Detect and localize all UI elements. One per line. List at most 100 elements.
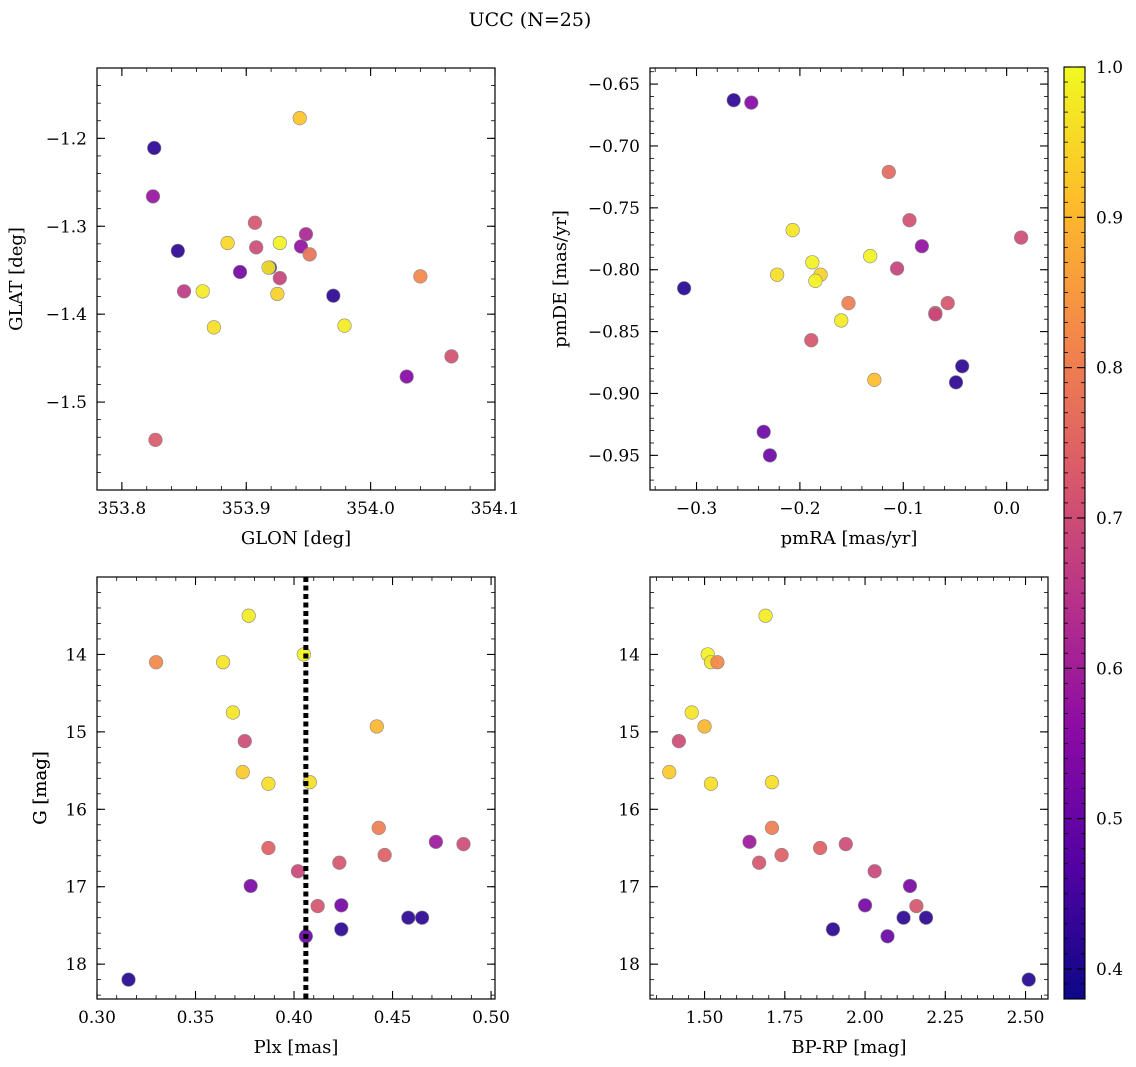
x-tick-label: −0.3 xyxy=(676,499,717,519)
data-point xyxy=(726,93,741,108)
data-point xyxy=(863,249,878,264)
data-point xyxy=(399,369,414,384)
y-tick-label: −0.65 xyxy=(588,75,640,95)
data-point xyxy=(756,424,771,439)
data-point xyxy=(215,655,231,670)
data-point xyxy=(272,235,287,251)
data-point xyxy=(867,864,882,879)
y-tick-label: −0.80 xyxy=(588,261,640,281)
data-point xyxy=(808,273,823,288)
data-point xyxy=(774,847,789,863)
data-point xyxy=(902,878,918,894)
data-point xyxy=(121,972,136,987)
data-point xyxy=(176,284,192,299)
y-tick-label: −1.5 xyxy=(46,393,87,413)
data-point xyxy=(456,837,471,852)
data-point xyxy=(804,333,819,348)
data-point xyxy=(235,765,250,780)
data-point xyxy=(310,898,325,914)
data-point xyxy=(334,922,349,937)
data-point xyxy=(247,215,263,230)
y-axis-label: G [mag] xyxy=(30,751,51,824)
data-point xyxy=(896,910,911,925)
data-point xyxy=(298,227,314,242)
data-point xyxy=(928,307,943,322)
data-point xyxy=(742,834,757,849)
data-point xyxy=(270,286,285,302)
x-tick-label: 0.35 xyxy=(177,1008,215,1028)
colorbar: 0.4 0.5 0.6 0.7 0.8 0.9 1.0 xyxy=(1063,58,1123,1000)
plot-frame xyxy=(649,67,1049,491)
data-point xyxy=(889,261,905,276)
x-tick-label: 0.45 xyxy=(374,1008,412,1028)
x-tick-label: 1.50 xyxy=(686,1008,724,1028)
plot-frame xyxy=(96,67,496,491)
y-tick-label: −1.3 xyxy=(46,217,87,237)
y-tick-label: 14 xyxy=(65,645,87,665)
data-point xyxy=(237,734,252,749)
y-axis-label: GLAT [deg] xyxy=(6,227,27,331)
data-point xyxy=(684,705,699,720)
x-tick-label: 0.50 xyxy=(472,1008,510,1028)
data-point xyxy=(770,267,785,282)
data-point xyxy=(232,264,248,280)
x-axis-label: pmRA [mas/yr] xyxy=(781,528,918,549)
data-point xyxy=(758,608,773,623)
y-tick-label: 18 xyxy=(65,955,87,975)
data-point xyxy=(762,448,778,463)
data-point xyxy=(428,834,443,849)
data-point xyxy=(813,840,828,856)
data-point xyxy=(955,359,970,374)
data-point xyxy=(677,281,692,296)
x-axis-label: Plx [mas] xyxy=(254,1037,339,1058)
x-tick-label: 0.40 xyxy=(275,1008,313,1028)
data-point xyxy=(147,140,162,156)
y-tick-label: 16 xyxy=(65,800,87,820)
data-point xyxy=(838,837,853,852)
y-tick-label: −0.85 xyxy=(588,323,640,343)
data-point xyxy=(241,608,256,623)
data-point xyxy=(841,296,856,311)
y-tick-label: 18 xyxy=(618,955,640,975)
data-point xyxy=(697,719,712,734)
y-tick-label: 17 xyxy=(618,878,640,898)
panel-top-right: −0.3 −0.2 −0.1 0.0 −0.65 −0.70 −0.75 −0.80 −0.85… xyxy=(550,67,1049,549)
data-point xyxy=(940,296,955,311)
data-point xyxy=(334,898,349,913)
data-point xyxy=(292,111,307,126)
x-tick-label: 0.0 xyxy=(993,499,1020,519)
x-tick-label: −0.2 xyxy=(779,499,820,519)
data-point xyxy=(710,655,725,670)
x-tick-label: 354.1 xyxy=(471,499,520,519)
data-point xyxy=(261,776,276,791)
data-point xyxy=(413,269,428,284)
data-point xyxy=(805,255,820,270)
x-tick-label: 2.50 xyxy=(1007,1008,1045,1028)
data-point xyxy=(261,260,276,275)
data-point xyxy=(249,240,264,255)
data-point xyxy=(225,705,241,720)
y-axis-label: pmDE [mas/yr] xyxy=(550,210,571,348)
colorbar-tick-label: 0.4 xyxy=(1096,960,1123,980)
data-point xyxy=(145,189,161,204)
data-point xyxy=(148,432,163,447)
data-point xyxy=(880,929,895,944)
y-tick-label: 17 xyxy=(65,878,87,898)
data-point xyxy=(703,776,719,791)
data-point xyxy=(785,223,800,238)
data-point xyxy=(444,349,459,364)
data-point xyxy=(918,910,934,925)
y-tick-label: −0.75 xyxy=(588,199,640,219)
x-tick-label: 354.0 xyxy=(346,499,395,519)
figure-title: UCC (N=25) xyxy=(469,9,592,31)
y-tick-label: −1.2 xyxy=(46,129,87,149)
data-point xyxy=(1014,230,1029,245)
data-point xyxy=(414,910,430,925)
x-tick-label: 0.30 xyxy=(78,1008,116,1028)
panel-top-left: 353.8 353.9 354.0 354.1 −1.2 −1.3 −1.4 −1.5 GLON… xyxy=(6,67,520,549)
data-point xyxy=(332,855,347,870)
data-point xyxy=(326,288,341,303)
plot-frame xyxy=(96,576,496,1000)
colorbar-tick-label: 0.7 xyxy=(1096,509,1123,529)
